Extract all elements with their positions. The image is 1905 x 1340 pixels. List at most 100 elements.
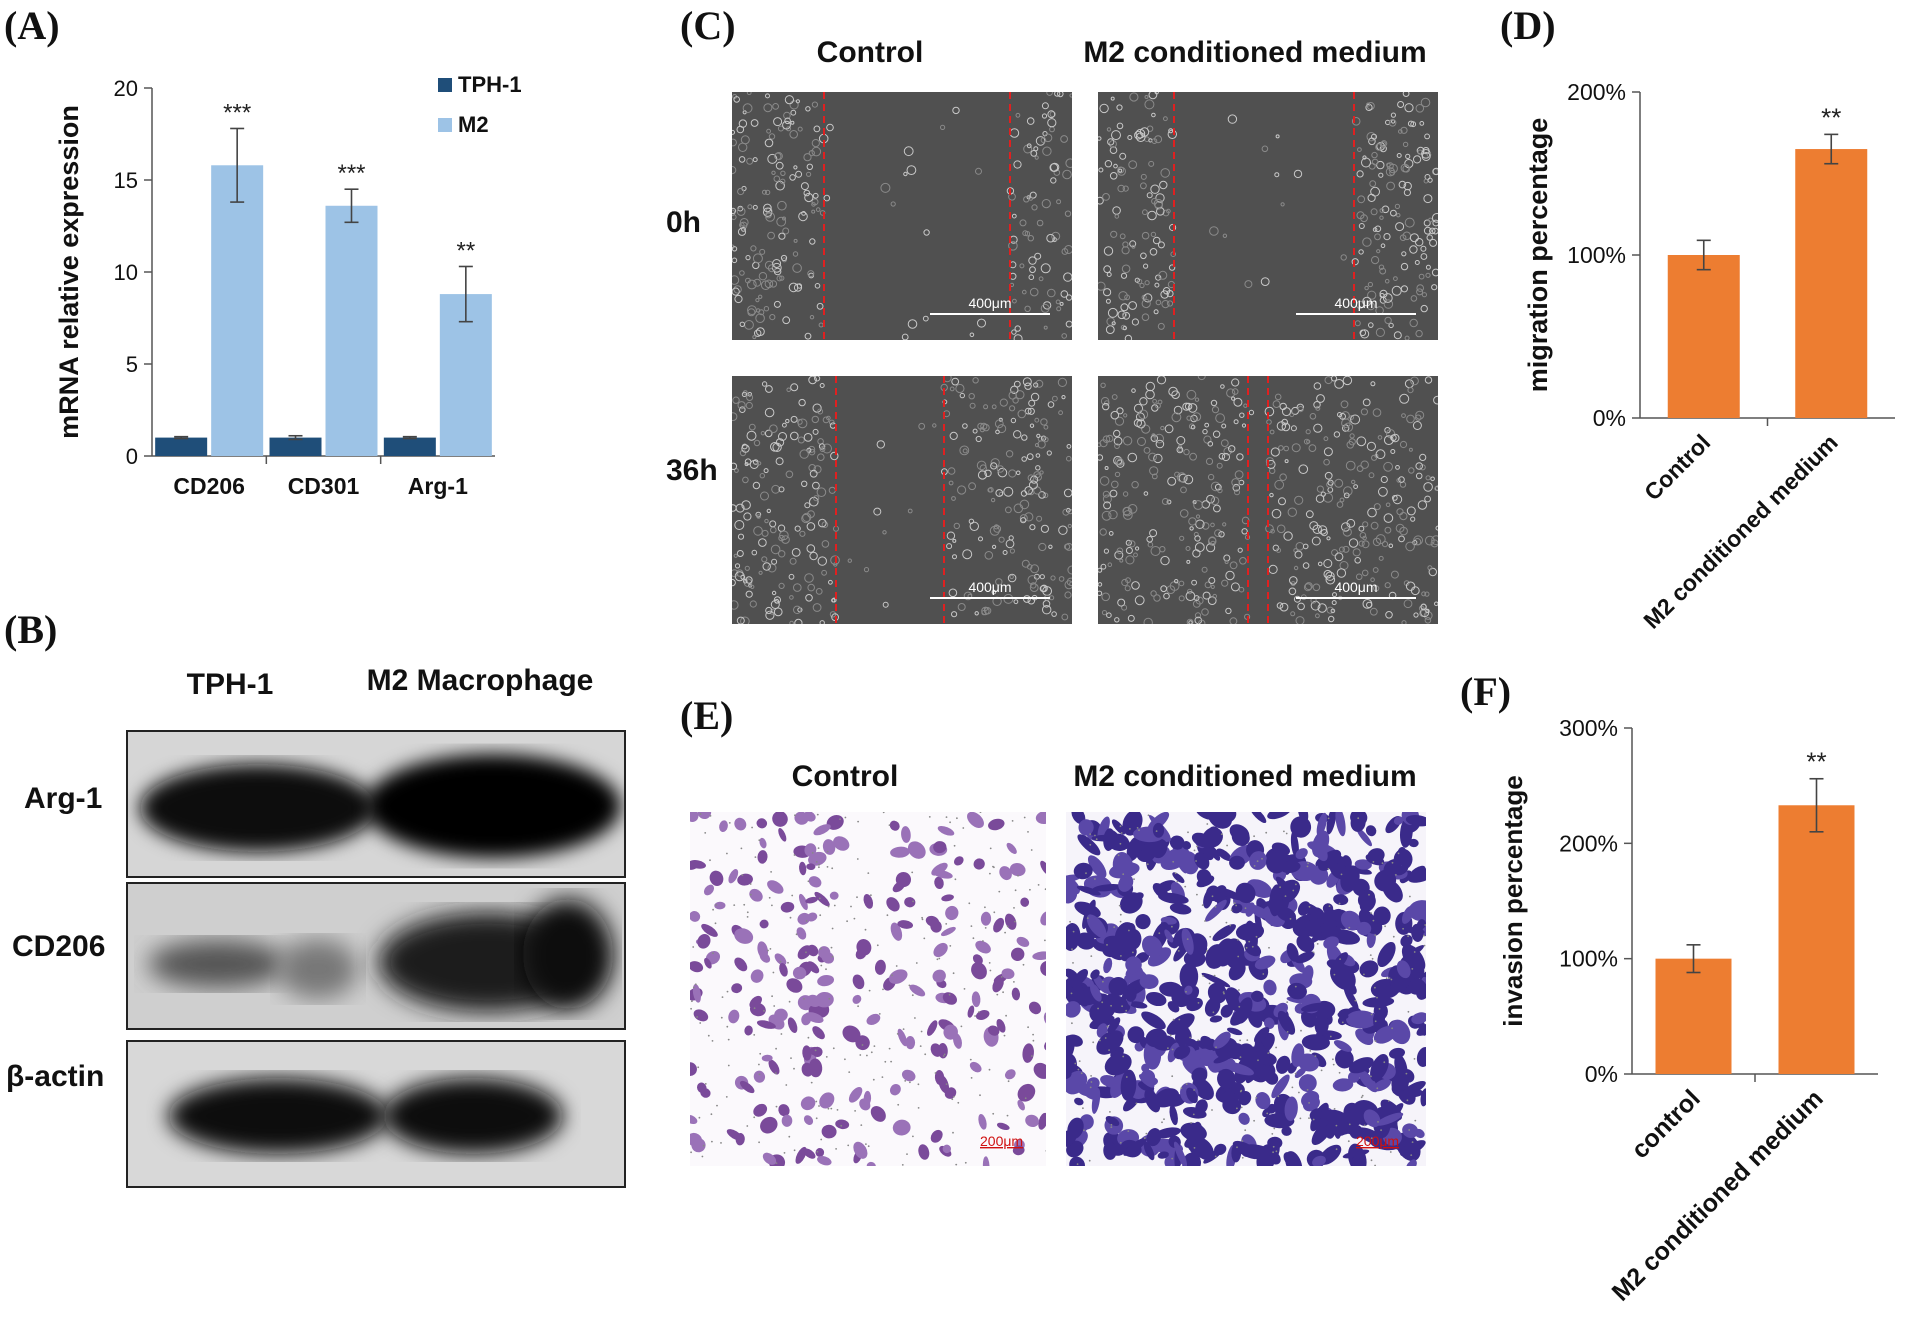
stained-cell [1040, 910, 1046, 926]
cell [1128, 160, 1138, 169]
pore [1002, 991, 1004, 994]
cell [1046, 450, 1052, 456]
stained-cell [1138, 1074, 1155, 1088]
stained-cell [1365, 825, 1377, 837]
pore [873, 1045, 876, 1047]
cell [1330, 376, 1338, 382]
cell [1272, 400, 1281, 409]
stained-cell [753, 1103, 768, 1117]
cell [1238, 586, 1245, 593]
cell [1060, 290, 1069, 298]
pore [881, 1076, 884, 1078]
cell [1133, 403, 1144, 414]
pore [751, 826, 753, 829]
cell [1221, 452, 1231, 462]
cell [1423, 226, 1432, 235]
pore [1246, 1039, 1249, 1041]
stained-cell [1213, 1053, 1233, 1064]
cell [1041, 113, 1048, 119]
pore [1197, 1039, 1200, 1042]
pore [820, 1138, 823, 1141]
cell [782, 316, 791, 325]
pore [690, 1151, 692, 1154]
pore [1332, 1058, 1334, 1061]
cell [1210, 399, 1218, 407]
pore [998, 890, 1001, 893]
pore [888, 824, 891, 826]
stained-cell [1405, 1159, 1417, 1166]
cell [770, 600, 780, 609]
cell [1431, 284, 1438, 291]
cell [1346, 441, 1355, 449]
cell [778, 432, 787, 441]
cell [1066, 455, 1072, 462]
cell [1340, 400, 1349, 409]
cell [788, 573, 795, 580]
pore [859, 1054, 862, 1056]
pore [1011, 820, 1014, 822]
pore [1143, 1137, 1146, 1140]
pore [1176, 880, 1179, 883]
cell [773, 117, 783, 127]
cell [1345, 460, 1356, 471]
cell [1362, 237, 1372, 247]
cell [736, 207, 746, 216]
bar-tph-1-cd206 [155, 437, 208, 456]
stained-cell [848, 1086, 863, 1103]
stained-cell [1251, 990, 1264, 1002]
cell [1293, 565, 1299, 571]
cell [1289, 576, 1298, 585]
cell [1376, 249, 1381, 254]
pore [1171, 1075, 1174, 1078]
stained-cell [1196, 812, 1216, 820]
pore [816, 813, 819, 816]
cell [757, 461, 762, 466]
pore [1120, 832, 1123, 834]
cell [1102, 402, 1110, 411]
cell-texture: 400μm [1098, 92, 1438, 340]
cell [1107, 562, 1113, 567]
cell [1343, 492, 1350, 499]
cell [790, 109, 797, 116]
cell [1384, 316, 1392, 325]
y-tick-label: 200% [1559, 830, 1618, 856]
pore [754, 856, 757, 858]
stained-cell [1286, 943, 1299, 962]
cell [1201, 566, 1208, 573]
pore [1135, 1102, 1138, 1105]
scale-bar-label: 400μm [1334, 579, 1377, 595]
cell [906, 165, 917, 175]
cell [1056, 199, 1062, 205]
pore [690, 1007, 692, 1010]
pore [1113, 926, 1116, 928]
pore [699, 813, 702, 815]
pore [888, 1047, 891, 1050]
cell [1110, 230, 1118, 238]
cell [1144, 99, 1155, 110]
pore [1370, 1137, 1373, 1139]
stained-cell [1111, 819, 1126, 835]
stained-cell [1267, 812, 1292, 820]
pore [1347, 1140, 1350, 1143]
cell [772, 103, 779, 110]
cell [1151, 112, 1156, 118]
cell [732, 257, 738, 264]
stained-cell [901, 1069, 916, 1082]
cell [1127, 614, 1135, 622]
pore [1348, 926, 1351, 929]
cell [831, 597, 837, 603]
stained-cell [918, 1144, 930, 1160]
cell [1148, 452, 1157, 462]
cell [1220, 439, 1229, 447]
cell [882, 601, 889, 608]
stained-cell [753, 1070, 766, 1083]
cell [752, 481, 761, 490]
pore [988, 962, 991, 964]
cell [798, 398, 806, 407]
cell [1385, 611, 1393, 619]
cell [809, 315, 815, 320]
cell [765, 385, 773, 393]
pore [726, 852, 728, 855]
cell [1332, 592, 1337, 598]
cell [1171, 412, 1182, 423]
